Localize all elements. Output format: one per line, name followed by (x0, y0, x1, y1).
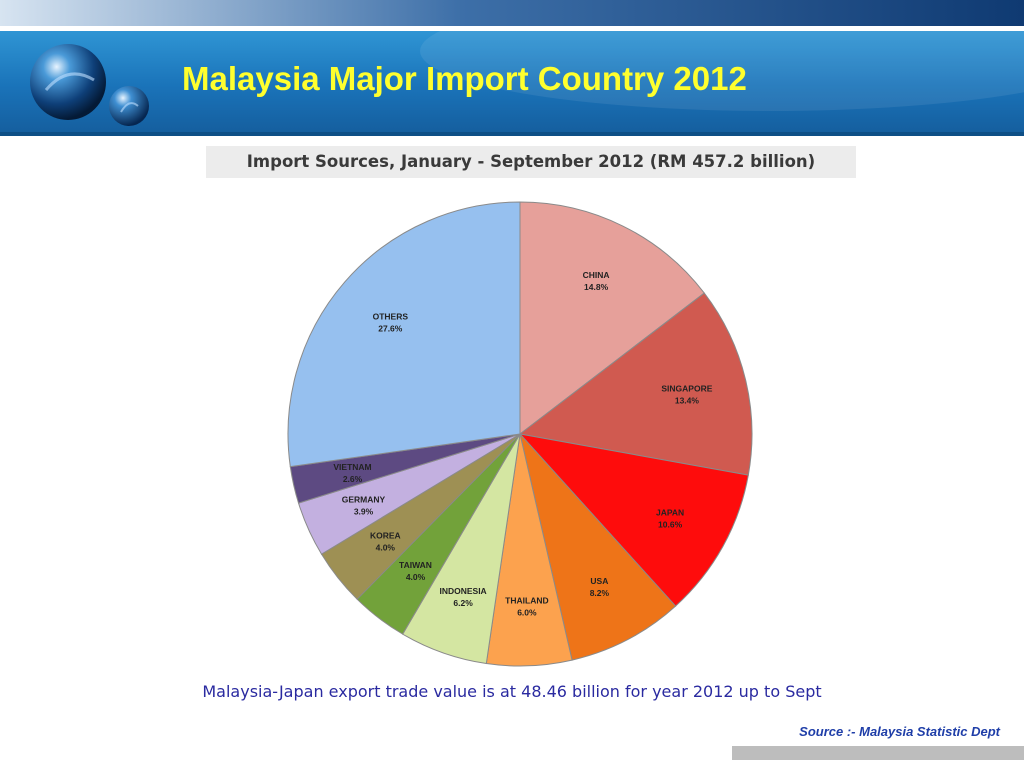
slice-label-korea: KOREA (370, 530, 401, 540)
slice-label-singapore: SINGAPORE (661, 384, 712, 394)
chart-title: Import Sources, January - September 2012… (206, 146, 856, 178)
slice-value-singapore: 13.4% (675, 396, 700, 406)
slice-value-vietnam: 2.6% (343, 474, 363, 484)
top-banner-divider (0, 26, 1024, 31)
slice-label-germany: GERMANY (342, 495, 386, 505)
slice-value-china: 14.8% (584, 282, 609, 292)
slice-value-japan: 10.6% (658, 519, 683, 529)
slice-label-taiwan: TAIWAN (399, 560, 432, 570)
pie-slice-singapore (518, 292, 753, 476)
slice-value-taiwan: 4.0% (406, 572, 426, 582)
slice-value-others: 27.6% (378, 324, 403, 334)
slice-label-japan: JAPAN (656, 507, 684, 517)
slice-value-korea: 4.0% (376, 542, 396, 552)
globe-logo-icon (30, 44, 149, 126)
slice-label-usa: USA (590, 576, 608, 586)
slice-label-others: OTHERS (373, 312, 409, 322)
slice-label-vietnam: VIETNAM (333, 462, 371, 472)
pie-slice-china (519, 201, 705, 436)
slice-value-usa: 8.2% (590, 588, 610, 598)
slice-value-thailand: 6.0% (517, 608, 537, 618)
slide-title: Malaysia Major Import Country 2012 (182, 60, 747, 97)
slice-label-china: CHINA (583, 270, 610, 280)
title-banner (0, 31, 1024, 132)
top-banner-bar (0, 0, 1024, 26)
source-note: Source :- Malaysia Statistic Dept (799, 724, 1000, 739)
source-strip (732, 746, 1024, 760)
pie-slice-others (287, 201, 521, 468)
pie-slice-japan (518, 433, 749, 607)
slice-label-thailand: THAILAND (505, 596, 548, 606)
trade-value-caption: Malaysia-Japan export trade value is at … (202, 682, 822, 701)
banner-bottom-rule (0, 132, 1024, 136)
slice-value-indonesia: 6.2% (453, 598, 473, 608)
pie-slice-usa (519, 432, 677, 661)
slice-label-indonesia: INDONESIA (439, 586, 486, 596)
slice-value-germany: 3.9% (354, 507, 374, 517)
